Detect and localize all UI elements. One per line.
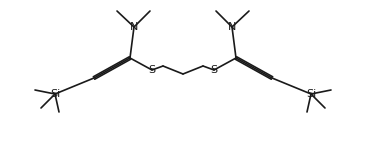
Text: Si: Si: [50, 89, 60, 99]
Text: S: S: [210, 65, 217, 75]
Text: Si: Si: [306, 89, 316, 99]
Text: N: N: [228, 22, 236, 32]
Text: S: S: [149, 65, 156, 75]
Text: N: N: [130, 22, 138, 32]
